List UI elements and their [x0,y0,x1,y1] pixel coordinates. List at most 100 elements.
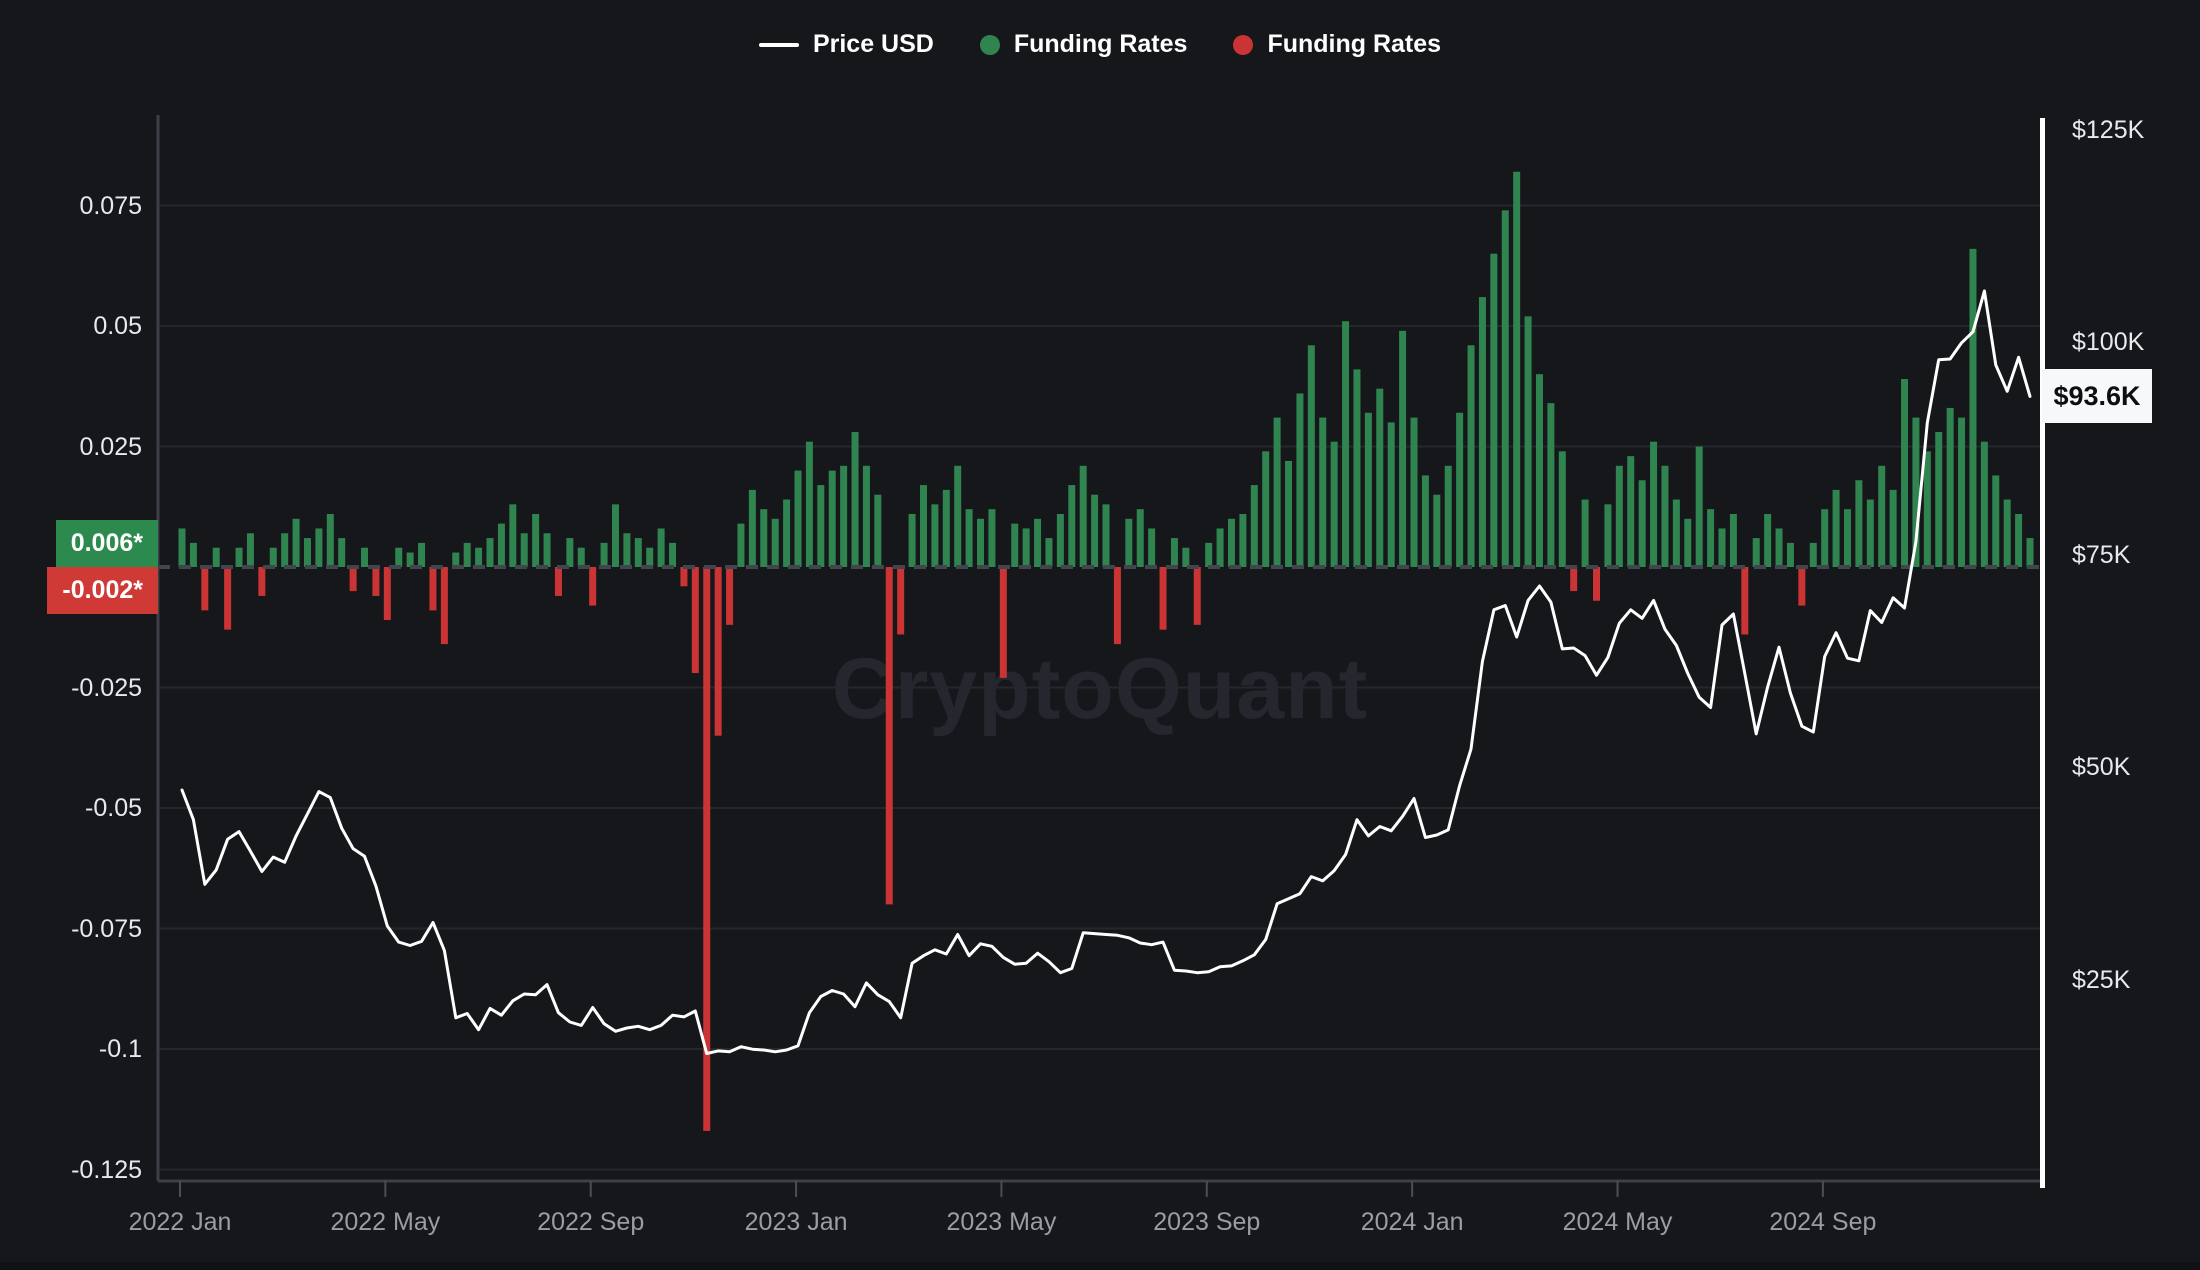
funding-bar-positive [977,518,985,567]
funding-bar-positive [965,509,973,567]
funding-bar-positive [406,552,414,567]
funding-bar-positive [1535,374,1543,567]
funding-bar-positive [908,513,916,567]
funding-bar-positive [1752,538,1760,567]
funding-bar-positive [657,528,665,567]
funding-axis-label: -0.025 [71,673,142,702]
funding-bar-positive [1627,456,1635,567]
funding-bar-positive [1821,509,1829,567]
funding-bar-positive [1022,528,1030,567]
funding-bar-positive [2015,513,2023,567]
price-axis-label: $50K [2072,753,2131,781]
funding-bar-positive [1034,518,1042,567]
funding-bar-positive [189,542,197,567]
funding-positive-dot-icon [979,34,1000,55]
funding-bar-positive [1205,542,1213,567]
funding-bar-positive [1501,210,1509,567]
funding-bar-positive [1661,465,1669,567]
x-axis-label: 2023 May [946,1208,1057,1236]
legend-funding-negative-label: Funding Rates [1267,30,1442,58]
funding-bar-positive [954,465,962,567]
funding-negative-dot-icon [1233,34,1254,55]
price-axis-label: $100K [2072,328,2145,356]
funding-axis-label: -0.05 [85,794,142,822]
funding-bar-positive [862,465,870,567]
funding-bar-positive [361,547,369,567]
funding-bar-positive [1319,417,1327,567]
funding-bar-positive [486,538,494,567]
funding-bar-positive [1832,489,1840,567]
legend-funding-positive-label: Funding Rates [1013,30,1188,58]
funding-bar-positive [1684,518,1692,567]
funding-bar-positive [611,504,619,567]
funding-bar-positive [1399,330,1407,567]
x-axis-label: 2024 May [1562,1208,1673,1236]
funding-bar-positive [737,523,745,567]
funding-bar-positive [1387,422,1395,567]
funding-bar-positive [794,470,802,567]
funding-bar-positive [532,513,540,567]
funding-bar-positive [315,528,323,567]
funding-bar-positive [1330,441,1338,567]
funding-bar-positive [281,533,289,567]
funding-bar-negative [726,567,734,625]
funding-bar-positive [783,499,791,567]
funding-bar-positive [1581,499,1589,567]
price-last-badge: $93.6K [2042,369,2152,423]
funding-bar-positive [1558,451,1566,567]
funding-bar-positive [760,509,768,567]
funding-bar-positive [1091,494,1099,567]
price-axis-label: $25K [2072,965,2131,994]
x-axis-label: 2022 Jan [128,1208,232,1236]
funding-bar-positive [1615,465,1623,567]
funding-bar-positive [1467,345,1475,567]
funding-bar-positive [577,547,585,567]
funding-bar-negative [1193,567,1201,625]
funding-bar-positive [1638,480,1646,567]
funding-bar-positive [669,542,677,567]
legend-item-price[interactable]: Price USD [758,30,934,59]
funding-bar-positive [1901,379,1909,567]
funding-bar-positive [1273,417,1281,567]
legend-item-funding-negative[interactable]: Funding Rates [1233,30,1441,59]
funding-bar-positive [1364,412,1372,567]
funding-bar-negative [691,567,699,674]
funding-bar-positive [2026,538,2034,567]
current-time-line [2040,118,2045,1188]
funding-bar-negative [554,567,562,596]
funding-bar-negative [224,567,232,630]
funding-bar-positive [874,494,882,567]
x-axis-label: 2023 Sep [1153,1208,1261,1236]
legend: Price USD Funding Rates Funding Rates [0,30,2200,59]
funding-bar-negative [201,567,209,611]
funding-axis-label: -0.075 [71,914,142,943]
funding-bar-negative [1159,567,1167,630]
funding-bar-positive [1250,485,1258,567]
funding-axis-label: 0.05 [93,312,142,340]
funding-bar-positive [1718,528,1726,567]
funding-bar-positive [395,547,403,567]
funding-bar-positive [805,441,813,567]
funding-bar-positive [771,518,779,567]
funding-bar-negative [885,567,893,905]
legend-price-label: Price USD [812,30,934,58]
legend-item-funding-positive[interactable]: Funding Rates [979,30,1188,59]
funding-bar-positive [326,513,334,567]
funding-bar-positive [1045,538,1053,567]
funding-bar-positive [919,485,927,567]
funding-bar-negative [897,567,905,635]
funding-bar-positive [1079,465,1087,567]
bottom-panel-edge [0,1262,2200,1270]
funding-bar-positive [1809,542,1817,567]
price-line-swatch-icon [758,42,799,47]
funding-bar-positive [1980,441,1988,567]
funding-bar-positive [1912,417,1920,567]
funding-bar-positive [1056,513,1064,567]
funding-bar-positive [303,538,311,567]
funding-bar-positive [931,504,939,567]
funding-bar-positive [851,432,859,567]
funding-bar-positive [1376,388,1384,567]
funding-bar-positive [1672,499,1680,567]
funding-bar-positive [235,547,243,567]
